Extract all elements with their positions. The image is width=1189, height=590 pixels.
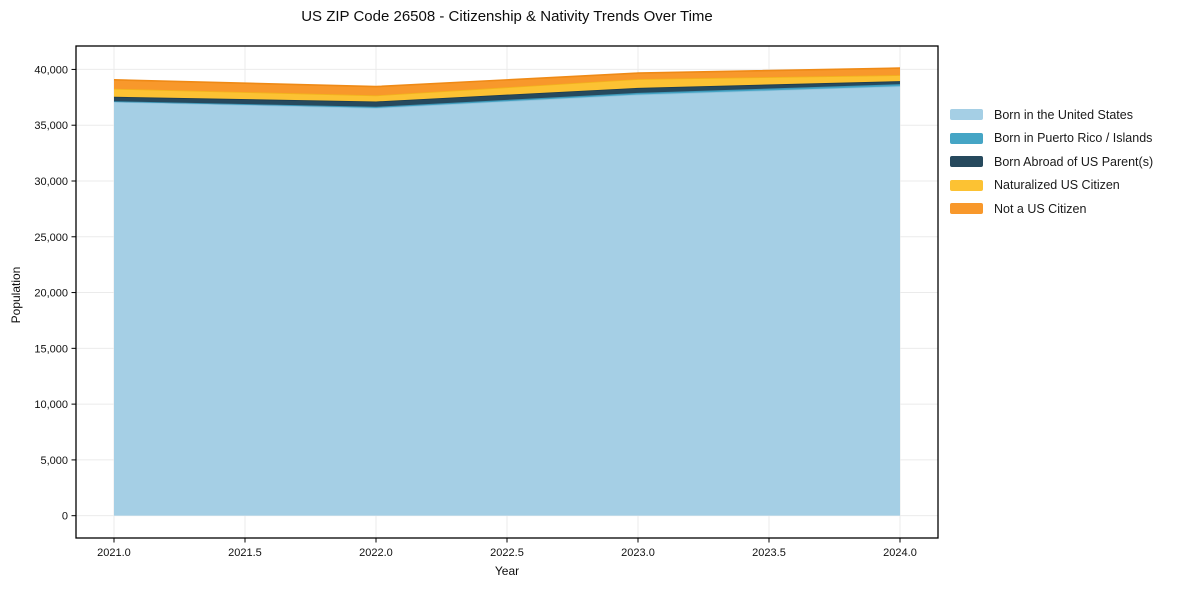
area-series-3 [113,75,901,102]
y-tick-label: 40,000 [34,64,68,76]
legend-label-not-citizen: Not a US Citizen [994,201,1087,216]
y-tick-label: 35,000 [34,120,68,132]
y-tick-label: 0 [62,511,68,523]
legend: Born in the United States Born in Puerto… [950,103,1153,221]
legend-label-born-abroad: Born Abroad of US Parent(s) [994,154,1154,169]
legend-swatch-naturalized [950,179,983,191]
y-axis-label: Population [9,266,23,324]
x-tick-label: 2021.5 [228,547,262,559]
legend-label-born-us: Born in the United States [994,107,1133,122]
x-tick-label: 2024.0 [883,547,917,559]
legend-swatch-not-citizen [950,203,983,215]
legend-label-puerto-rico: Born in Puerto Rico / Islands [994,131,1153,146]
legend-item-puerto-rico: Born in Puerto Rico / Islands [950,127,1153,151]
area-edge-2 [113,80,901,103]
chart-title: US ZIP Code 26508 - Citizenship & Nativi… [301,8,713,25]
legend-item-not-citizen: Not a US Citizen [950,197,1153,221]
legend-swatch-born-us [950,109,983,121]
x-tick-label: 2021.0 [97,547,131,559]
x-tick-label: 2022.0 [359,547,393,559]
area-series-0 [113,86,901,516]
y-tick-label: 20,000 [34,288,68,300]
x-axis-label: Year [494,564,520,578]
legend-swatch-born-abroad [950,156,983,168]
y-tick-label: 15,000 [34,343,68,355]
x-tick-label: 2022.5 [490,547,524,559]
x-tick-label: 2023.5 [752,547,786,559]
x-tick-label: 2023.0 [621,547,655,559]
y-tick-label: 5,000 [40,455,68,467]
area-series-4 [113,68,901,96]
legend-label-naturalized: Naturalized US Citizen [994,178,1120,193]
y-tick-label: 10,000 [34,399,68,411]
area-edge-4 [113,67,901,88]
legend-item-naturalized: Naturalized US Citizen [950,174,1153,198]
legend-item-born-us: Born in the United States [950,103,1153,127]
legend-swatch-puerto-rico [950,132,983,144]
y-tick-label: 30,000 [34,176,68,188]
legend-item-born-abroad: Born Abroad of US Parent(s) [950,150,1153,174]
y-tick-label: 25,000 [34,232,68,244]
